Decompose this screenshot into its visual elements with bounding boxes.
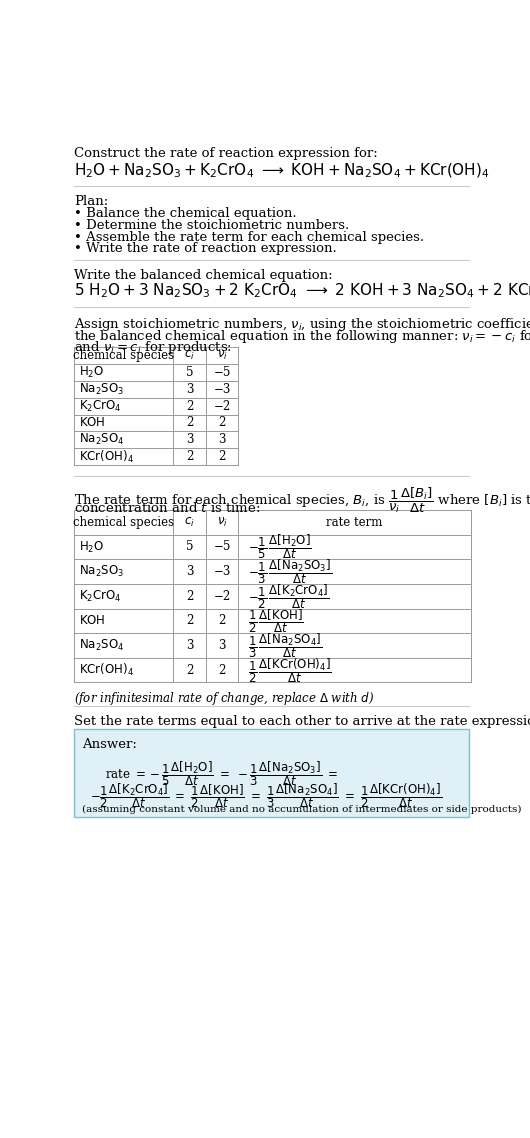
- Text: 3: 3: [186, 434, 193, 446]
- Text: 5: 5: [186, 365, 193, 379]
- Text: −5: −5: [214, 541, 231, 553]
- Text: rate term: rate term: [326, 516, 383, 529]
- Text: • Assemble the rate term for each chemical species.: • Assemble the rate term for each chemic…: [74, 231, 424, 244]
- Text: $c_i$: $c_i$: [184, 348, 195, 362]
- Text: • Determine the stoichiometric numbers.: • Determine the stoichiometric numbers.: [74, 218, 349, 232]
- Text: $\dfrac{1}{2}\,\dfrac{\Delta[\mathrm{KOH}]}{\Delta t}$: $\dfrac{1}{2}\,\dfrac{\Delta[\mathrm{KOH…: [248, 607, 304, 635]
- Text: 2: 2: [186, 615, 193, 627]
- Text: 2: 2: [186, 589, 193, 603]
- Text: Plan:: Plan:: [74, 195, 108, 208]
- Text: $\dfrac{1}{3}\,\dfrac{\Delta[\mathrm{Na_2SO_4}]}{\Delta t}$: $\dfrac{1}{3}\,\dfrac{\Delta[\mathrm{Na_…: [248, 632, 322, 660]
- Text: 2: 2: [218, 451, 226, 463]
- Text: 2: 2: [186, 663, 193, 677]
- Text: 3: 3: [218, 434, 226, 446]
- Text: • Balance the chemical equation.: • Balance the chemical equation.: [74, 207, 297, 221]
- Text: 2: 2: [186, 451, 193, 463]
- Text: $\mathrm{KOH}$: $\mathrm{KOH}$: [80, 615, 106, 627]
- Text: 3: 3: [186, 640, 193, 652]
- Text: $-\dfrac{1}{2}\dfrac{\Delta[\mathrm{K_2CrO_4}]}{\Delta t}\ =\ \dfrac{1}{2}\dfrac: $-\dfrac{1}{2}\dfrac{\Delta[\mathrm{K_2C…: [90, 781, 441, 810]
- Text: $-\dfrac{1}{3}\,\dfrac{\Delta[\mathrm{Na_2SO_3}]}{\Delta t}$: $-\dfrac{1}{3}\,\dfrac{\Delta[\mathrm{Na…: [248, 558, 332, 586]
- Text: 2: 2: [218, 417, 226, 429]
- Text: chemical species: chemical species: [73, 348, 174, 362]
- Text: Construct the rate of reaction expression for:: Construct the rate of reaction expressio…: [74, 147, 378, 160]
- Text: 2: 2: [218, 663, 226, 677]
- Text: $\mathrm{Na_2SO_3}$: $\mathrm{Na_2SO_3}$: [80, 564, 125, 579]
- Text: −5: −5: [214, 365, 231, 379]
- Text: $\mathrm{KCr(OH)_4}$: $\mathrm{KCr(OH)_4}$: [80, 448, 134, 465]
- Text: $\mathrm{KOH}$: $\mathrm{KOH}$: [80, 417, 106, 429]
- Text: −2: −2: [214, 399, 231, 413]
- Text: $\mathrm{H_2O + Na_2SO_3 + K_2CrO_4\ \longrightarrow\ KOH + Na_2SO_4 + KCr(OH)_4: $\mathrm{H_2O + Na_2SO_3 + K_2CrO_4\ \lo…: [74, 162, 490, 180]
- Text: 3: 3: [218, 640, 226, 652]
- Text: $\mathrm{KCr(OH)_4}$: $\mathrm{KCr(OH)_4}$: [80, 662, 134, 678]
- Text: concentration and $t$ is time:: concentration and $t$ is time:: [74, 501, 260, 514]
- Text: $\nu_i$: $\nu_i$: [217, 516, 227, 529]
- Text: Write the balanced chemical equation:: Write the balanced chemical equation:: [74, 269, 333, 282]
- Text: 2: 2: [186, 417, 193, 429]
- FancyBboxPatch shape: [74, 728, 469, 817]
- Text: $\mathrm{H_2O}$: $\mathrm{H_2O}$: [80, 539, 104, 554]
- Text: $\mathrm{5\ H_2O + 3\ Na_2SO_3 + 2\ K_2CrO_4\ \longrightarrow\ 2\ KOH + 3\ Na_2S: $\mathrm{5\ H_2O + 3\ Na_2SO_3 + 2\ K_2C…: [74, 282, 530, 300]
- Text: −2: −2: [214, 589, 231, 603]
- Text: $-\dfrac{1}{2}\,\dfrac{\Delta[\mathrm{K_2CrO_4}]}{\Delta t}$: $-\dfrac{1}{2}\,\dfrac{\Delta[\mathrm{K_…: [248, 582, 329, 611]
- Text: Assign stoichiometric numbers, $\nu_i$, using the stoichiometric coefficients, $: Assign stoichiometric numbers, $\nu_i$, …: [74, 316, 530, 333]
- Text: −3: −3: [214, 566, 231, 578]
- Text: $\mathrm{K_2CrO_4}$: $\mathrm{K_2CrO_4}$: [80, 398, 122, 413]
- Text: 3: 3: [186, 566, 193, 578]
- Text: 3: 3: [186, 382, 193, 396]
- Text: chemical species: chemical species: [73, 516, 174, 529]
- Text: $\mathrm{Na_2SO_4}$: $\mathrm{Na_2SO_4}$: [80, 638, 125, 653]
- Text: $\nu_i$: $\nu_i$: [217, 348, 227, 362]
- Text: and $\nu_i = c_i$ for products:: and $\nu_i = c_i$ for products:: [74, 339, 232, 356]
- Text: $-\dfrac{1}{5}\,\dfrac{\Delta[\mathrm{H_2O}]}{\Delta t}$: $-\dfrac{1}{5}\,\dfrac{\Delta[\mathrm{H_…: [248, 533, 311, 561]
- Text: 2: 2: [186, 399, 193, 413]
- Text: • Write the rate of reaction expression.: • Write the rate of reaction expression.: [74, 242, 337, 255]
- Text: −3: −3: [214, 382, 231, 396]
- Text: $\mathrm{H_2O}$: $\mathrm{H_2O}$: [80, 364, 104, 380]
- Text: $\dfrac{1}{2}\,\dfrac{\Delta[\mathrm{KCr(OH)_4}]}{\Delta t}$: $\dfrac{1}{2}\,\dfrac{\Delta[\mathrm{KCr…: [248, 655, 331, 685]
- Text: The rate term for each chemical species, $B_i$, is $\dfrac{1}{\nu_i}\dfrac{\Delt: The rate term for each chemical species,…: [74, 486, 530, 514]
- Text: (for infinitesimal rate of change, replace $\Delta$ with $d$): (for infinitesimal rate of change, repla…: [74, 690, 374, 707]
- Text: the balanced chemical equation in the following manner: $\nu_i = -c_i$ for react: the balanced chemical equation in the fo…: [74, 328, 530, 345]
- Text: Set the rate terms equal to each other to arrive at the rate expression:: Set the rate terms equal to each other t…: [74, 715, 530, 728]
- Text: $\mathrm{K_2CrO_4}$: $\mathrm{K_2CrO_4}$: [80, 588, 122, 604]
- Text: $\mathrm{Na_2SO_4}$: $\mathrm{Na_2SO_4}$: [80, 432, 125, 447]
- Text: Answer:: Answer:: [82, 737, 137, 751]
- Text: 5: 5: [186, 541, 193, 553]
- Text: rate $= -\dfrac{1}{5}\dfrac{\Delta[\mathrm{H_2O}]}{\Delta t}\ =\ -\dfrac{1}{3}\d: rate $= -\dfrac{1}{5}\dfrac{\Delta[\math…: [105, 759, 338, 789]
- Text: $c_i$: $c_i$: [184, 516, 195, 529]
- Text: 2: 2: [218, 615, 226, 627]
- Text: $\mathrm{Na_2SO_3}$: $\mathrm{Na_2SO_3}$: [80, 381, 125, 397]
- Text: (assuming constant volume and no accumulation of intermediates or side products): (assuming constant volume and no accumul…: [82, 805, 521, 814]
